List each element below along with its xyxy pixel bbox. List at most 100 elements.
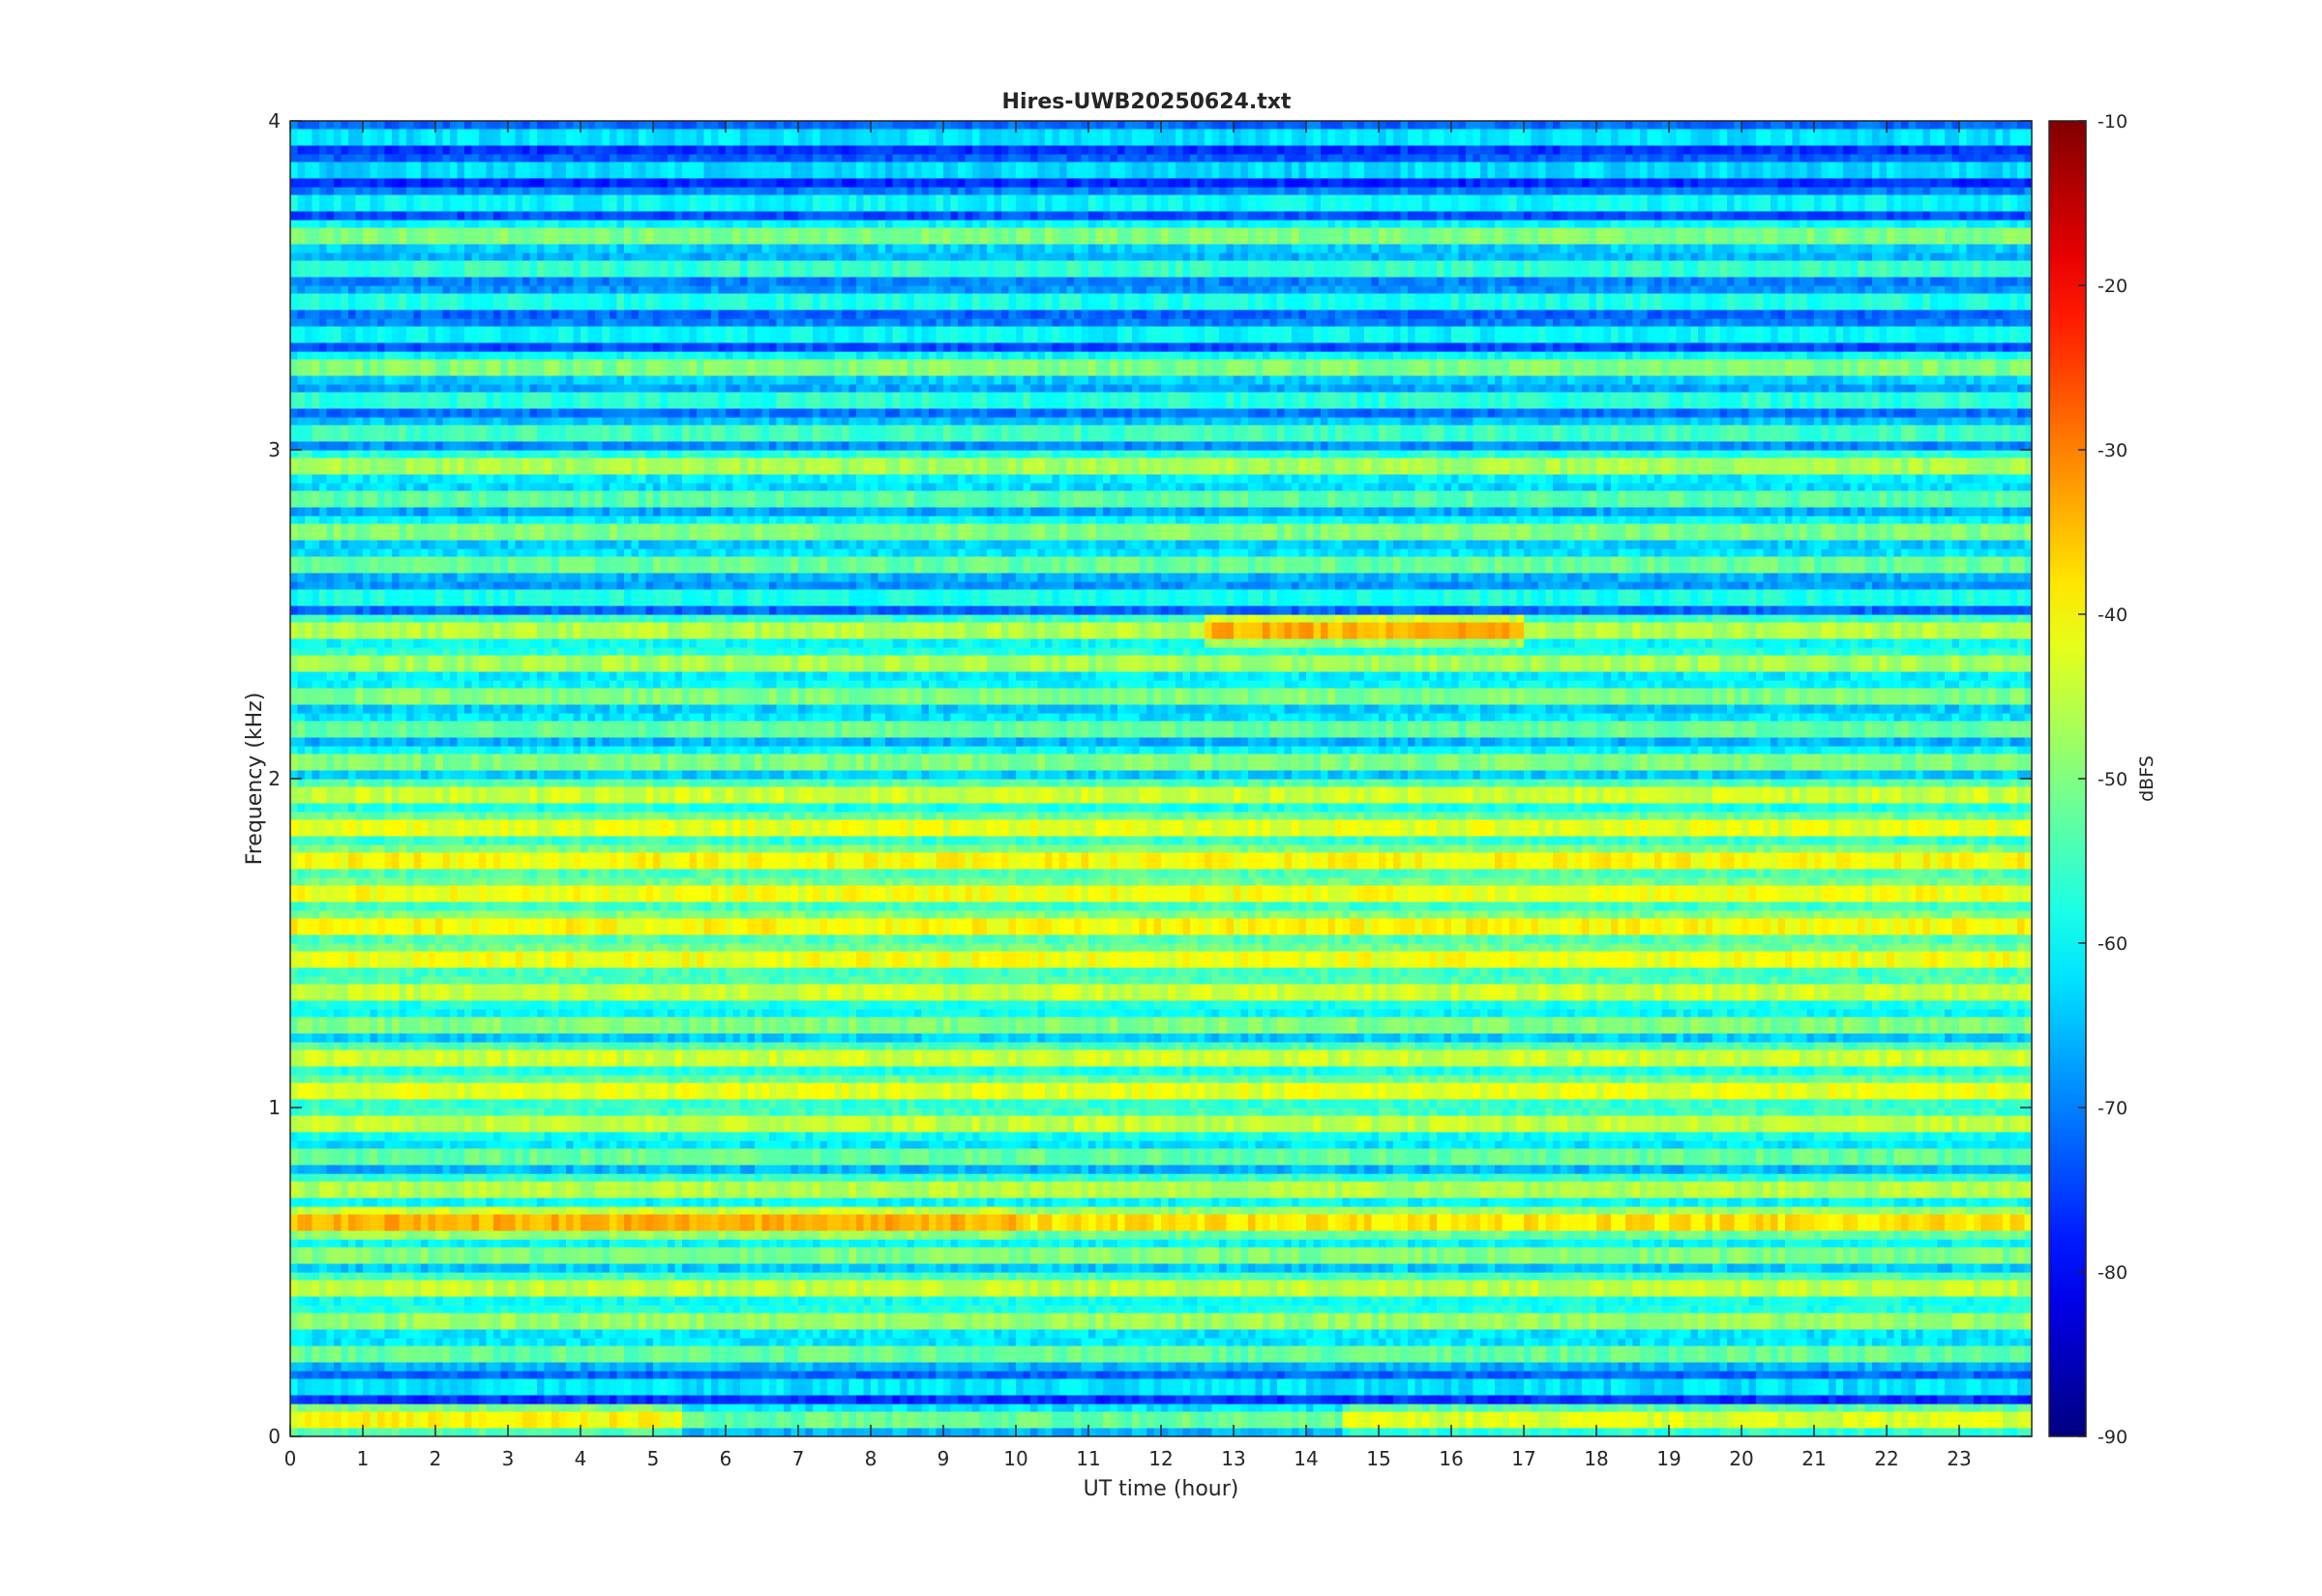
heatmap-cell	[1575, 1239, 1583, 1248]
heatmap-cell	[1328, 1264, 1336, 1273]
heatmap-cell	[966, 1346, 973, 1364]
heatmap-cell	[893, 1346, 901, 1364]
heatmap-cell	[777, 1429, 785, 1437]
heatmap-cell	[1045, 1396, 1053, 1404]
heatmap-cell	[1488, 1215, 1496, 1232]
heatmap-cell	[951, 1330, 959, 1339]
heatmap-cell	[1735, 1281, 1742, 1298]
heatmap-cell	[377, 1363, 385, 1372]
heatmap-cell	[1749, 1297, 1757, 1306]
heatmap-cell	[769, 1371, 777, 1379]
heatmap-cell	[479, 1396, 487, 1404]
heatmap-cell	[1212, 1314, 1220, 1331]
heatmap-cell	[1335, 1239, 1343, 1248]
heatmap-cell	[435, 1239, 443, 1248]
heatmap-cell	[1364, 1264, 1372, 1273]
heatmap-cell	[827, 1231, 835, 1240]
heatmap-cell	[1466, 1330, 1474, 1339]
heatmap-cell	[1814, 1215, 1822, 1232]
heatmap-cell	[1030, 1429, 1038, 1437]
heatmap-cell	[421, 1314, 429, 1331]
heatmap-cell	[458, 1297, 465, 1306]
heatmap-cell	[1024, 1396, 1031, 1404]
heatmap-cell	[632, 1346, 640, 1364]
heatmap-cell	[1357, 1346, 1365, 1364]
heatmap-cell	[885, 1264, 893, 1273]
heatmap-cell	[487, 1314, 494, 1331]
heatmap-cell	[356, 1215, 364, 1232]
heatmap-cell	[1227, 1272, 1235, 1281]
heatmap-cell	[784, 1363, 791, 1372]
heatmap-cell	[1553, 1429, 1561, 1437]
heatmap-cell	[980, 1239, 988, 1248]
heatmap-cell	[1538, 1338, 1546, 1346]
heatmap-cell	[1807, 1330, 1815, 1339]
heatmap-cell	[1270, 1264, 1278, 1273]
heatmap-cell	[972, 1305, 980, 1314]
heatmap-cell	[1030, 1215, 1038, 1232]
heatmap-cell	[1590, 1305, 1597, 1314]
heatmap-cell	[914, 1248, 922, 1265]
heatmap-cell	[1234, 1429, 1241, 1437]
heatmap-cell	[690, 1248, 698, 1265]
heatmap-cell	[1190, 1404, 1198, 1412]
heatmap-cell	[1858, 1239, 1865, 1248]
heatmap-cell	[516, 1330, 523, 1339]
heatmap-cell	[849, 1346, 857, 1364]
heatmap-cell	[1154, 1215, 1162, 1232]
heatmap-cell	[2017, 1396, 2025, 1404]
heatmap-cell	[522, 1363, 530, 1372]
heatmap-cell	[1952, 1404, 1960, 1412]
heatmap-cell	[1082, 1297, 1089, 1306]
heatmap-cell	[820, 1404, 828, 1412]
heatmap-cell	[450, 1314, 458, 1331]
heatmap-cell	[798, 1272, 806, 1281]
heatmap-cell	[1974, 1330, 1981, 1339]
heatmap-cell	[1800, 1314, 1807, 1331]
heatmap-cell	[791, 1231, 799, 1240]
heatmap-cell	[1001, 1371, 1009, 1379]
heatmap-cell	[1009, 1281, 1017, 1298]
heatmap-cell	[704, 1305, 712, 1314]
heatmap-cell	[617, 1272, 625, 1281]
heatmap-cell	[421, 1264, 429, 1273]
heatmap-cell	[443, 1239, 451, 1248]
heatmap-cell	[1822, 1272, 1830, 1281]
heatmap-cell	[305, 1346, 313, 1364]
heatmap-cell	[435, 1272, 443, 1281]
heatmap-cell	[1480, 1346, 1488, 1364]
heatmap-cell	[1495, 1206, 1503, 1215]
heatmap-cell	[537, 1206, 545, 1215]
heatmap-cell	[1807, 1215, 1815, 1232]
heatmap-cell	[334, 1215, 342, 1232]
heatmap-cell	[1916, 1215, 1923, 1232]
heatmap-cell	[922, 1272, 930, 1281]
heatmap-cell	[922, 1371, 930, 1379]
heatmap-cell	[1198, 1239, 1206, 1248]
heatmap-cell	[1422, 1371, 1430, 1379]
heatmap-cell	[400, 1281, 407, 1298]
heatmap-cell	[1277, 1338, 1285, 1346]
heatmap-cell	[900, 1379, 908, 1397]
heatmap-cell	[1169, 1314, 1176, 1331]
heatmap-cell	[1088, 1379, 1096, 1397]
heatmap-cell	[769, 1404, 777, 1412]
heatmap-cell	[1241, 1305, 1249, 1314]
heatmap-cell	[443, 1248, 451, 1265]
heatmap-cell	[806, 1264, 814, 1273]
heatmap-cell	[588, 1297, 596, 1306]
heatmap-cell	[1132, 1412, 1140, 1430]
heatmap-cell	[1009, 1363, 1017, 1372]
heatmap-cell	[1198, 1281, 1206, 1298]
heatmap-cell	[580, 1231, 588, 1240]
heatmap-cell	[1669, 1305, 1677, 1314]
heatmap-cell	[690, 1371, 698, 1379]
heatmap-cell	[704, 1371, 712, 1379]
heatmap-cell	[1524, 1231, 1532, 1240]
heatmap-cell	[1227, 1363, 1235, 1372]
heatmap-cell	[566, 1412, 574, 1430]
heatmap-cell	[900, 1363, 908, 1372]
heatmap-cell	[1292, 1215, 1299, 1232]
heatmap-cell	[871, 1379, 878, 1397]
heatmap-cell	[1117, 1305, 1125, 1314]
